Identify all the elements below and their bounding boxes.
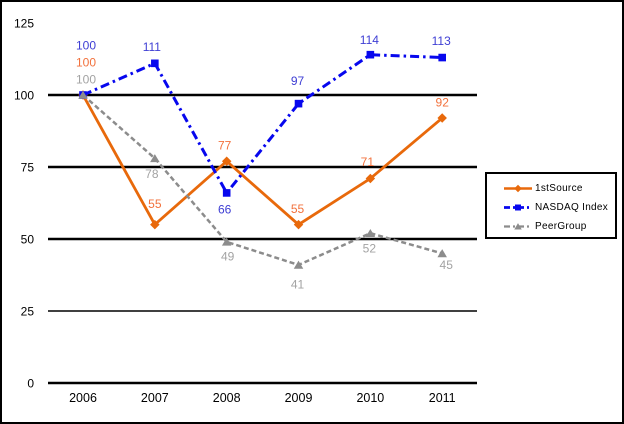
data-label-nasdaq-index-2008: 66 [218, 202, 232, 216]
data-point-marker-peergroup-2007 [150, 154, 160, 163]
data-point-marker-1stsource-2008 [221, 156, 232, 166]
legend-label-peergroup: PeerGroup [535, 221, 587, 232]
data-label-nasdaq-index-2007: 111 [143, 40, 162, 54]
data-label-nasdaq-index-2006: 100 [76, 39, 96, 53]
x-axis-tick-label-2011: 2011 [429, 391, 456, 405]
y-axis-tick-label-0: 0 [27, 377, 34, 391]
x-axis-tick-label-2008: 2008 [213, 391, 241, 405]
data-label-peergroup-2008: 49 [221, 249, 235, 263]
y-axis-tick-label-100: 100 [14, 89, 34, 103]
data-point-marker-1stsource-2007 [150, 219, 160, 230]
data-point-marker-1stsource-2009 [293, 219, 304, 230]
legend-line-sample-peergroup [504, 223, 532, 230]
series-line-nasdaq-index [82, 53, 443, 196]
y-axis-tick-label-50: 50 [21, 233, 35, 247]
y-axis-tick-label-75: 75 [21, 161, 35, 175]
legend-line-sample-nasdaq-index [504, 204, 532, 211]
data-label-peergroup-2009: 41 [291, 277, 305, 291]
legend-line-sample-1stsource [504, 184, 532, 193]
x-axis-tick-label-2007: 2007 [141, 391, 169, 405]
y-axis-tick-label-25: 25 [21, 305, 35, 319]
x-axis-tick-label-2010: 2010 [356, 391, 384, 405]
data-point-marker-nasdaq-index-2008 [222, 189, 231, 197]
data-label-peergroup-2010: 52 [363, 242, 377, 256]
data-point-marker-peergroup-2008 [221, 237, 232, 246]
data-label-peergroup-2007: 78 [145, 167, 159, 181]
data-label-nasdaq-index-2011: 113 [432, 34, 451, 48]
data-point-marker-peergroup-2009 [293, 260, 304, 269]
data-point-marker-nasdaq-index-2007 [151, 59, 159, 68]
legend-item-nasdaq-index: NASDAQ Index [487, 198, 615, 217]
legend-item-peergroup: PeerGroup [487, 217, 615, 236]
data-point-marker-nasdaq-index-2009 [294, 99, 303, 108]
x-axis-tick-label-2009: 2009 [285, 391, 313, 405]
data-point-marker-peergroup-2010 [365, 228, 376, 238]
y-axis-tick-label-125: 125 [14, 17, 34, 31]
legend-label-1stsource: 1stSource [535, 183, 583, 194]
legend-label-nasdaq-index: NASDAQ Index [535, 202, 609, 213]
data-label-1stsource-2008: 77 [218, 139, 232, 153]
data-point-marker-1stsource-2010 [365, 173, 376, 184]
series-line-peergroup [82, 94, 443, 267]
data-label-1stsource-2011: 92 [436, 96, 450, 110]
data-point-marker-nasdaq-index-2011 [438, 53, 446, 62]
legend-item-1stsource: 1stSource [487, 179, 615, 198]
series-line-1stsource [81, 94, 444, 227]
data-point-marker-1stsource-2011 [437, 113, 447, 123]
data-point-marker-peergroup-2011 [437, 249, 447, 258]
data-label-peergroup-2011: 45 [440, 258, 454, 272]
data-label-nasdaq-index-2009: 97 [291, 74, 305, 88]
data-label-1stsource-2006: 100 [76, 56, 96, 70]
data-point-marker-peergroup-2006 [78, 90, 88, 99]
data-label-1stsource-2010: 71 [361, 155, 375, 169]
data-label-1stsource-2009: 55 [291, 202, 305, 216]
chart-legend: 1stSource NASDAQ Index PeerGroup [485, 172, 617, 239]
x-axis-tick-label-2006: 2006 [69, 391, 97, 405]
data-label-1stsource-2007: 55 [148, 197, 162, 211]
data-label-nasdaq-index-2010: 114 [360, 33, 379, 47]
data-point-marker-nasdaq-index-2010 [366, 50, 375, 59]
data-label-peergroup-2006: 100 [76, 73, 96, 87]
